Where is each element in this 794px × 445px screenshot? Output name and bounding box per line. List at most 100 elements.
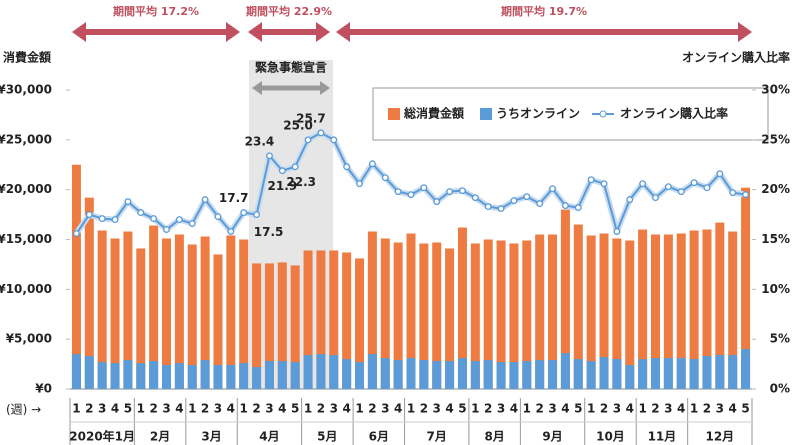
bar bbox=[355, 362, 365, 389]
x-tick-label: 1 bbox=[240, 402, 248, 416]
value-label: 17.5 bbox=[254, 225, 284, 239]
legend-label: 総消費金額 bbox=[403, 106, 465, 121]
x-tick-label: 4 bbox=[561, 402, 569, 416]
x-tick-label: 2 bbox=[368, 402, 376, 416]
x-tick-label: 4 bbox=[729, 402, 737, 416]
marker bbox=[446, 188, 454, 196]
bar bbox=[715, 222, 725, 389]
bar bbox=[419, 243, 429, 389]
bar bbox=[393, 360, 403, 389]
bar bbox=[316, 354, 326, 389]
bar bbox=[380, 238, 390, 389]
x-tick-label: 4 bbox=[342, 402, 350, 416]
bar bbox=[638, 359, 648, 389]
bar bbox=[599, 233, 609, 389]
marker bbox=[317, 129, 325, 137]
annotation: 期間平均 17.2% bbox=[113, 4, 199, 18]
bar bbox=[342, 359, 352, 389]
x-tick-label: 3 bbox=[162, 402, 170, 416]
marker bbox=[343, 163, 351, 171]
marker bbox=[214, 213, 222, 221]
bar bbox=[741, 187, 751, 389]
bar bbox=[548, 234, 558, 389]
annotation: 期間平均 22.9% bbox=[246, 4, 332, 18]
bar bbox=[470, 361, 480, 389]
marker bbox=[381, 174, 389, 182]
x-tick-label: 4 bbox=[445, 402, 453, 416]
bar bbox=[342, 252, 352, 389]
bar bbox=[625, 240, 635, 389]
month-label: 7月 bbox=[427, 430, 447, 444]
bar bbox=[676, 233, 686, 389]
y2-tick-label: 20% bbox=[761, 182, 790, 196]
bar bbox=[728, 231, 738, 389]
bar bbox=[303, 250, 313, 389]
bar bbox=[535, 234, 545, 389]
bar bbox=[586, 361, 596, 389]
bar bbox=[548, 360, 558, 389]
y-tick-label: ¥30,000 bbox=[0, 83, 52, 97]
marker bbox=[291, 163, 299, 171]
bar bbox=[264, 263, 274, 389]
bar bbox=[226, 365, 236, 389]
x-tick-label: 1 bbox=[407, 402, 415, 416]
x-tick-label: 3 bbox=[214, 402, 222, 416]
x-tick-label: 2 bbox=[201, 402, 209, 416]
x-tick-label: 2 bbox=[651, 402, 659, 416]
bar bbox=[457, 358, 467, 389]
bar bbox=[406, 233, 416, 389]
x-tick-label: 5 bbox=[124, 402, 132, 416]
month-label: 11月 bbox=[648, 430, 677, 444]
bar bbox=[728, 355, 738, 389]
marker bbox=[459, 187, 466, 195]
marker bbox=[137, 209, 145, 217]
month-label: 2020年1月 bbox=[69, 429, 135, 444]
bar bbox=[264, 361, 274, 389]
bar bbox=[174, 234, 184, 389]
bar bbox=[663, 234, 673, 389]
marker bbox=[561, 202, 569, 210]
bar bbox=[136, 363, 146, 389]
x-tick-label: 1 bbox=[355, 402, 363, 416]
month-label: 5月 bbox=[317, 430, 337, 444]
bar bbox=[573, 224, 583, 389]
marker bbox=[742, 191, 750, 199]
bar bbox=[689, 230, 699, 389]
marker bbox=[510, 197, 518, 205]
marker bbox=[201, 196, 209, 204]
y-tick-label: ¥10,000 bbox=[0, 282, 52, 296]
x-tick-label: 3 bbox=[664, 402, 672, 416]
marker bbox=[536, 200, 544, 208]
bar bbox=[470, 243, 480, 389]
bar bbox=[162, 365, 172, 389]
x-tick-label: 4 bbox=[278, 402, 286, 416]
bar bbox=[483, 360, 493, 389]
x-tick-label: 2 bbox=[484, 402, 492, 416]
bar bbox=[612, 238, 622, 389]
legend-marker bbox=[599, 110, 607, 118]
y2-axis-title: オンライン購入比率 bbox=[682, 50, 790, 65]
month-label: 2月 bbox=[150, 430, 170, 444]
x-tick-label: 5 bbox=[741, 402, 749, 416]
bar bbox=[522, 240, 532, 389]
bar bbox=[213, 254, 223, 389]
marker bbox=[356, 180, 363, 188]
bar bbox=[149, 225, 159, 389]
x-tick-label: 4 bbox=[175, 402, 183, 416]
range-arrow bbox=[72, 22, 240, 42]
bar bbox=[560, 353, 570, 389]
x-tick-label: 4 bbox=[111, 402, 119, 416]
x-tick-label: 2 bbox=[703, 402, 711, 416]
month-label: 4月 bbox=[259, 430, 279, 444]
bar bbox=[715, 355, 725, 389]
marker bbox=[523, 193, 531, 201]
y-tick-label: ¥20,000 bbox=[0, 182, 52, 196]
legend-swatch bbox=[480, 108, 493, 120]
bar bbox=[522, 361, 532, 389]
month-label: 6月 bbox=[369, 430, 389, 444]
marker bbox=[227, 228, 235, 235]
bar bbox=[136, 248, 146, 389]
marker bbox=[304, 136, 312, 144]
marker bbox=[613, 228, 621, 235]
bar bbox=[355, 258, 365, 389]
